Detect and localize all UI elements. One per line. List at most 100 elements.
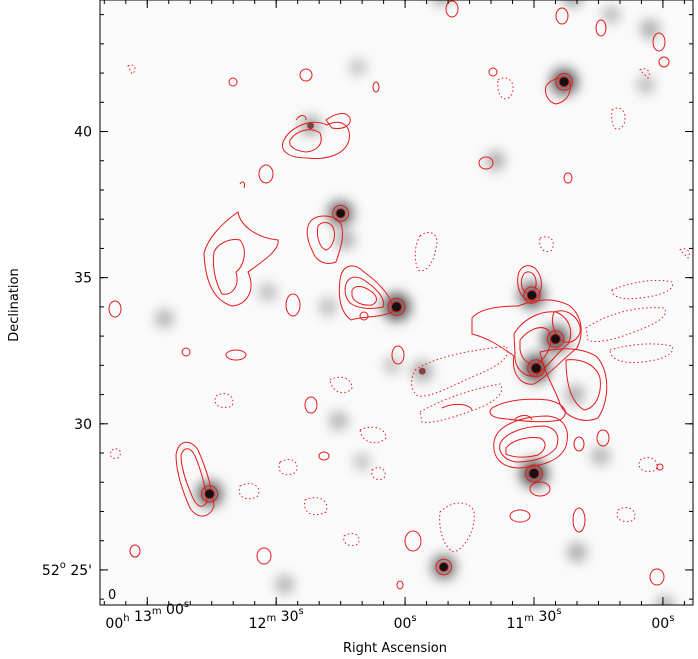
contour (289, 129, 322, 153)
negative-contour-layer (109, 64, 690, 553)
x-axis (103, 0, 685, 605)
emission-blob (602, 5, 621, 24)
emission-blob (258, 283, 277, 302)
x-tick-label: 00s (651, 613, 674, 632)
negative-contour (679, 248, 690, 259)
contour (372, 81, 380, 93)
negative-contour (343, 533, 360, 547)
contour (256, 547, 272, 565)
negative-contour (127, 64, 136, 75)
contour (306, 215, 343, 264)
y-axis-title: Declination (7, 268, 22, 342)
negative-contour (278, 459, 298, 476)
negative-contour (611, 279, 674, 300)
contour (318, 451, 330, 461)
bright-cores (200, 0, 575, 576)
emission-blob (329, 411, 348, 431)
source-d-contours (306, 215, 343, 264)
source-f-contours (471, 299, 608, 421)
negative-contour (371, 467, 386, 481)
contour (493, 415, 568, 469)
panel-label: 0 (108, 588, 116, 603)
contour (404, 530, 422, 552)
contour (649, 568, 665, 586)
contour (499, 425, 559, 463)
contour (129, 544, 141, 558)
y-axis (100, 14, 693, 600)
contour (359, 311, 369, 321)
source-core (307, 122, 314, 130)
contour (565, 359, 601, 411)
emission-blob (349, 58, 367, 76)
x-tick-label: 00s (394, 613, 417, 632)
contour (200, 485, 219, 503)
contour (478, 156, 494, 170)
source-core (438, 562, 449, 572)
contour (523, 286, 541, 304)
negative-contour (214, 393, 234, 409)
contour (527, 359, 546, 378)
contour (545, 77, 571, 105)
contour (351, 285, 377, 306)
contour (525, 464, 544, 483)
emission-blob (485, 151, 505, 171)
source-core (530, 362, 542, 374)
contour (285, 293, 301, 317)
negative-contour (414, 232, 438, 272)
contour (471, 299, 582, 385)
contour (281, 121, 350, 159)
contour (435, 558, 453, 576)
contour (317, 222, 335, 251)
contour (387, 297, 406, 316)
contour (239, 181, 245, 189)
contour (108, 300, 122, 318)
source-core (391, 301, 402, 313)
x-tick-label: 11m 30s (506, 606, 561, 632)
source-core (418, 367, 426, 375)
contour (573, 436, 585, 452)
contour (509, 509, 531, 523)
contour (539, 348, 608, 421)
emission-blob (383, 356, 401, 374)
negative-contour (359, 426, 387, 444)
y-tick-label-layer: 52o 25' 30 35 40 (42, 125, 92, 579)
contour (596, 429, 610, 447)
contour (658, 56, 670, 68)
contour (595, 19, 607, 37)
source-core (335, 208, 346, 219)
contour (441, 403, 473, 411)
contour (175, 441, 215, 517)
contour (391, 345, 405, 365)
plot-area (100, 0, 693, 605)
emission-blob (353, 453, 371, 471)
contour (513, 415, 533, 421)
contour (295, 115, 307, 121)
emission-blob (335, 230, 355, 250)
contour (396, 580, 404, 590)
contour (488, 67, 498, 77)
x-tick-label: 12m 30s (249, 606, 304, 632)
negative-contour (639, 68, 650, 79)
contour (555, 73, 573, 91)
emission-blob (567, 542, 587, 562)
contour (563, 172, 573, 184)
contour (212, 239, 245, 295)
contour (551, 310, 581, 343)
negative-contour (609, 343, 674, 363)
emission-blob (591, 446, 610, 466)
contour (546, 330, 565, 348)
contour (338, 265, 394, 321)
source-core (526, 290, 538, 301)
contour (203, 211, 279, 307)
negative-contour (411, 345, 508, 397)
contour (517, 265, 542, 301)
source-core (558, 76, 570, 88)
source-core (204, 488, 215, 500)
emission-blob (433, 0, 451, 5)
negative-contour (616, 507, 636, 523)
source-b-contours (281, 121, 350, 159)
contour (228, 77, 238, 87)
plot-frame (99, 0, 694, 606)
emission-blob (275, 575, 294, 594)
